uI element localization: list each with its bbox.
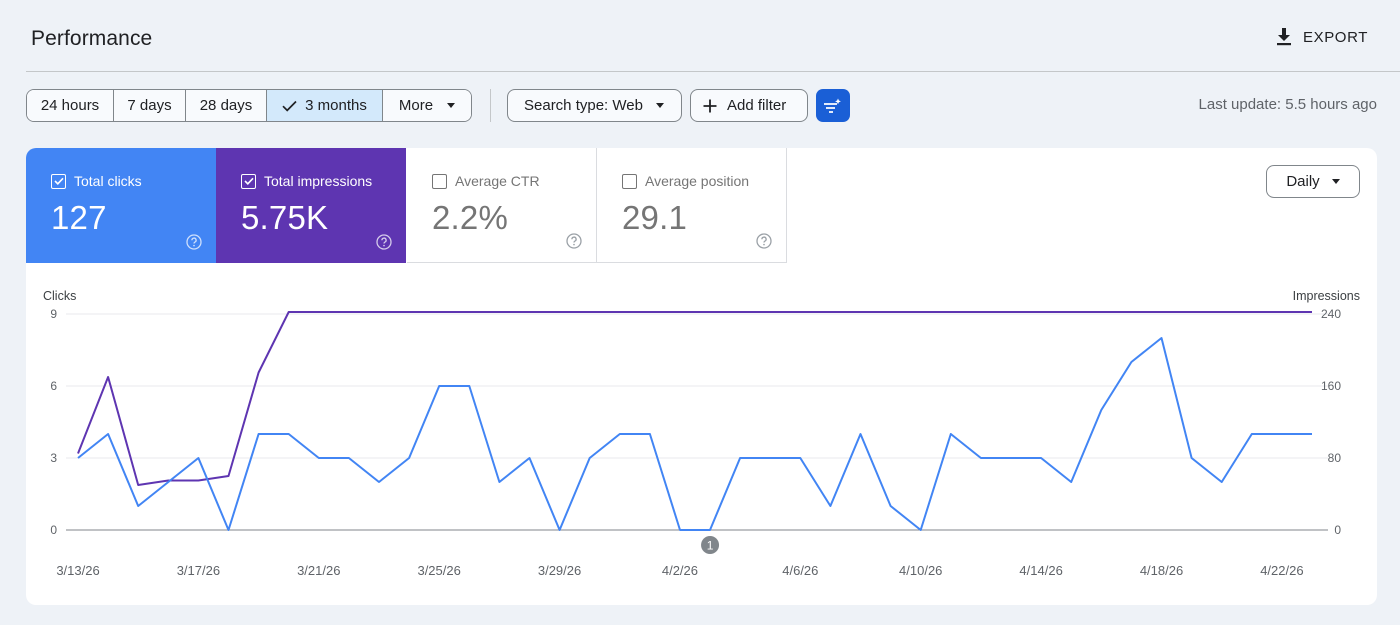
search-type-label: Search type: Web [524,97,643,114]
left-axis-title: Clicks [43,289,76,303]
help-icon[interactable] [756,233,772,249]
metric-label: Average position [645,173,750,189]
x-tick-label: 3/21/26 [297,563,340,578]
help-icon[interactable] [376,234,392,250]
y-tick-label-right: 80 [1328,451,1342,465]
range-3-months-button[interactable]: 3 months [267,90,383,121]
x-tick-label: 3/25/26 [417,563,460,578]
checkbox-unchecked-icon[interactable] [432,173,447,189]
header-divider [26,71,1400,72]
granularity-label: Daily [1286,173,1320,190]
y-tick-label-left: 0 [50,523,57,537]
series-line-impressions [77,311,1312,486]
y-tick-label-left: 3 [50,451,57,465]
metric-total-clicks[interactable]: Total clicks 127 [26,148,216,263]
metric-label: Total impressions [264,173,373,189]
export-button[interactable]: EXPORT [1272,24,1372,50]
checkbox-unchecked-icon[interactable] [622,173,637,189]
filter-sparkle-icon [824,98,841,113]
check-icon [282,100,297,112]
x-tick-label: 4/18/26 [1140,563,1183,578]
plus-icon [703,99,717,112]
range-label: More [398,97,434,114]
add-filter-label: Add filter [727,97,787,114]
annotation-marker-label: 1 [707,539,714,553]
metric-value: 29.1 [622,199,688,236]
x-tick-label: 4/22/26 [1260,563,1303,578]
metric-label: Average CTR [455,173,540,189]
y-tick-label-left: 6 [50,379,57,393]
help-icon[interactable] [186,234,202,250]
range-28-days-button[interactable]: 28 days [186,90,267,121]
x-tick-label: 4/2/26 [662,563,698,578]
x-tick-label: 3/29/26 [538,563,581,578]
y-tick-label-right: 0 [1334,523,1341,537]
granularity-dropdown[interactable]: Daily [1266,165,1360,198]
range-label: 28 days [199,97,253,114]
add-filter-button[interactable]: Add filter [690,89,808,122]
help-icon[interactable] [566,233,582,249]
range-label: 3 months [305,97,367,114]
metric-average-ctr[interactable]: Average CTR 2.2% [407,148,597,263]
y-tick-label-left: 9 [50,307,57,321]
metric-value: 2.2% [432,199,509,236]
search-type-dropdown[interactable]: Search type: Web [507,89,682,122]
export-label: EXPORT [1302,28,1368,46]
annotation-marker[interactable] [701,536,720,554]
toolbar-divider [490,89,491,122]
range-label: 7 days [127,97,172,114]
performance-card: Total clicks 127 Total impressions 5.75K… [26,148,1377,605]
metric-total-impressions[interactable]: Total impressions 5.75K [216,148,406,263]
y-tick-label-right: 160 [1321,379,1341,393]
y-tick-label-right: 240 [1321,307,1341,321]
date-range-selector: 24 hours 7 days 28 days 3 months More [26,89,472,122]
filter-settings-button[interactable] [816,89,850,122]
metric-value: 127 [51,199,107,236]
download-icon [1276,28,1291,46]
metric-label: Total clicks [74,173,142,189]
metric-average-position[interactable]: Average position 29.1 [597,148,787,263]
performance-line-chart: 0 0 3 80 6 160 9 240 Clicks Impressions 3/13/26 3/1… [43,289,1360,578]
range-24-hours-button[interactable]: 24 hours [27,90,114,121]
range-more-dropdown[interactable]: More [383,90,471,121]
metric-value: 5.75K [241,199,329,236]
x-tick-label: 4/14/26 [1019,563,1062,578]
x-tick-label: 3/13/26 [56,563,99,578]
x-tick-label: 4/6/26 [782,563,818,578]
x-tick-label: 4/10/26 [899,563,942,578]
checkbox-checked-icon[interactable] [51,173,66,189]
right-axis-title: Impressions [1293,289,1360,303]
last-update-text: Last update: 5.5 hours ago [1198,96,1377,113]
range-label: 24 hours [40,97,100,114]
chevron-down-icon [447,103,456,108]
chevron-down-icon [1331,179,1340,184]
page-title: Performance [31,27,153,50]
series-line-clicks [77,337,1312,531]
range-7-days-button[interactable]: 7 days [114,90,186,121]
x-tick-label: 3/17/26 [177,563,220,578]
chevron-down-icon [655,103,664,108]
checkbox-checked-icon[interactable] [241,173,256,189]
